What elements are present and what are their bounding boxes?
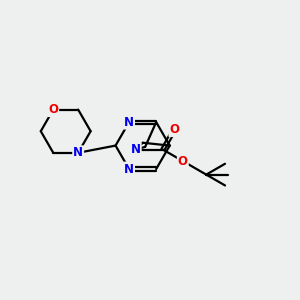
Text: O: O	[178, 154, 188, 168]
Text: N: N	[124, 116, 134, 129]
Text: N: N	[73, 146, 83, 159]
Text: N: N	[124, 163, 134, 176]
Text: O: O	[169, 123, 179, 136]
Text: N: N	[131, 143, 141, 156]
Text: O: O	[48, 103, 58, 116]
